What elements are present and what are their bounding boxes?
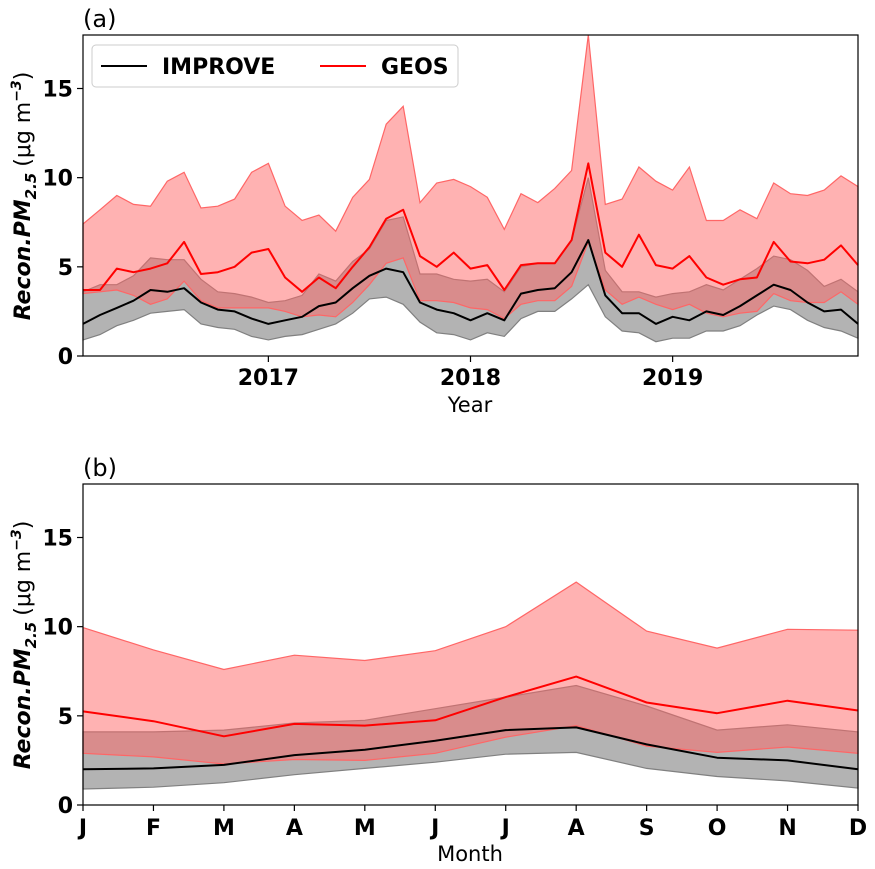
panel-a-label: (a) <box>83 5 116 33</box>
y-label-subscript: 2.5 <box>22 173 40 200</box>
x-tick-label: A <box>568 816 585 841</box>
y-tick-label: 10 <box>42 167 73 192</box>
x-tick-label: J <box>429 816 439 841</box>
x-tick-label: 2017 <box>238 366 299 391</box>
x-tick-label: M <box>354 816 376 841</box>
y-label-units: (μg m <box>11 102 36 167</box>
y-tick-label: 15 <box>42 78 73 103</box>
x-tick-label: O <box>708 816 727 841</box>
panel-a-y-axis-label: Recon.PM2.5 (μg m−3) <box>9 72 40 321</box>
legend: IMPROVE GEOS <box>91 44 459 88</box>
legend-improve-label: IMPROVE <box>162 55 275 80</box>
panel-a-y-ticks: 0 5 10 15 <box>42 78 83 370</box>
panel-b-frame <box>82 483 859 806</box>
panel-a-x-axis-label: Year <box>447 393 493 417</box>
x-tick-label: A <box>286 816 303 841</box>
panel-b-label: (b) <box>83 454 117 482</box>
panel-b-plot-area <box>82 581 859 790</box>
y-label-units-close: ) <box>11 521 36 530</box>
x-tick-label: 2019 <box>642 366 703 391</box>
y-label-units-close: ) <box>11 72 36 81</box>
x-tick-label: 2018 <box>440 366 501 391</box>
x-tick-label: D <box>849 816 867 841</box>
y-label-subscript: 2.5 <box>22 622 40 649</box>
y-label-main: Recon.PM <box>11 648 36 769</box>
y-tick-label: 5 <box>58 256 73 281</box>
y-tick-label: 5 <box>58 705 73 730</box>
panel-b-x-axis-label: Month <box>437 842 503 866</box>
x-tick-label: J <box>500 816 510 841</box>
legend-geos-label: GEOS <box>381 55 449 80</box>
x-tick-label: J <box>77 816 87 841</box>
panel-b-y-axis-label: Recon.PM2.5 (μg m−3) <box>9 521 40 770</box>
y-tick-label: 0 <box>58 345 73 370</box>
y-tick-label: 15 <box>42 527 73 552</box>
y-tick-label: 10 <box>42 616 73 641</box>
y-label-units: (μg m <box>11 551 36 616</box>
panel-a-x-ticks: 2017 2018 2019 <box>238 356 703 391</box>
y-tick-label: 0 <box>58 794 73 819</box>
panel-a: (a) 0 5 10 15 2017 2018 2019 Year Recon.PM2.5… <box>9 5 859 417</box>
series-geos-line <box>82 675 859 738</box>
x-tick-label: M <box>213 816 235 841</box>
panel-b: (b) 0 5 10 15 J F M A M J J A S O N D Month Recon.PM2.… <box>9 454 867 866</box>
series-improve-line <box>82 239 859 325</box>
panel-b-y-ticks: 0 5 10 15 <box>42 527 83 819</box>
y-label-units-exponent: −3 <box>9 80 25 101</box>
series-geos-range-band <box>82 581 859 765</box>
series-geos-line <box>83 162 859 293</box>
x-tick-label: N <box>778 816 796 841</box>
x-tick-label: S <box>639 816 655 841</box>
y-label-main: Recon.PM <box>11 199 36 320</box>
x-tick-label: F <box>146 816 161 841</box>
y-label-units-exponent: −3 <box>9 529 25 550</box>
legend-box <box>91 44 459 88</box>
series-improve-line <box>82 726 859 771</box>
